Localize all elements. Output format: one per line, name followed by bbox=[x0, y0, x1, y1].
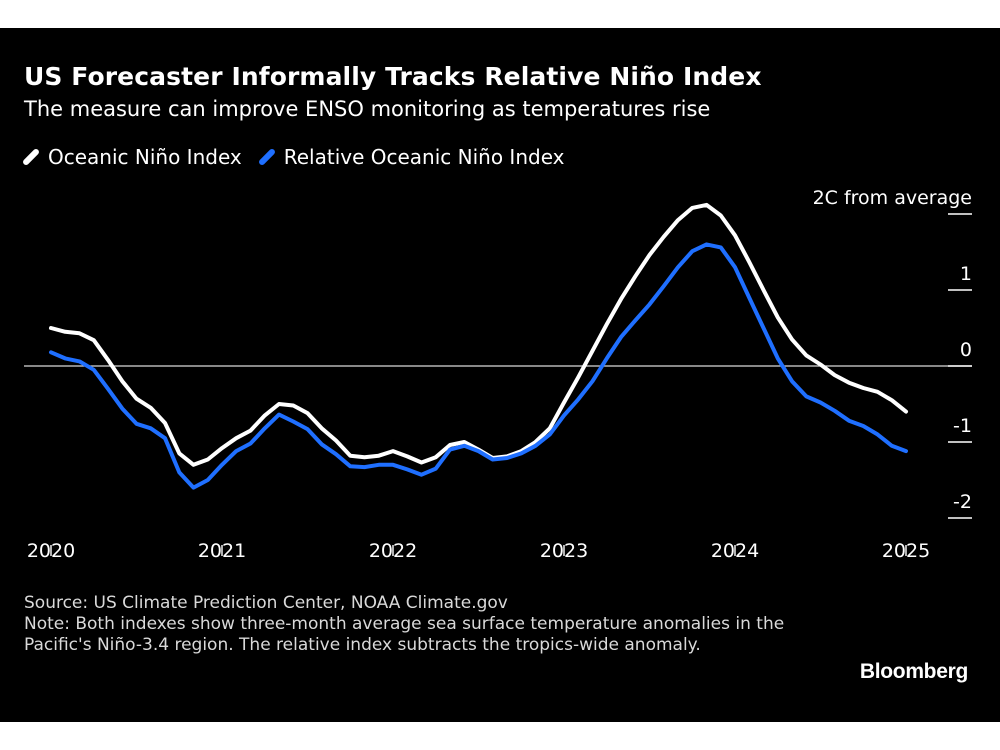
series-line-oni bbox=[49, 202, 908, 467]
source-note: Source: US Climate Prediction Center, NO… bbox=[24, 593, 508, 613]
y-tick-label: -1 bbox=[953, 415, 972, 437]
y-tick-label: 1 bbox=[960, 263, 972, 285]
y-tick-label: 0 bbox=[960, 339, 972, 361]
chart-subtitle: The measure can improve ENSO monitoring … bbox=[24, 97, 711, 121]
x-tick-label: 2023 bbox=[540, 540, 588, 562]
y-tick-label: 2C from average bbox=[813, 187, 972, 209]
y-tick-label: -2 bbox=[953, 491, 972, 513]
legend-label-relative-oni: Relative Oceanic Niño Index bbox=[283, 145, 565, 169]
footer: Source: US Climate Prediction Center, NO… bbox=[24, 593, 814, 656]
x-tick-label: 2021 bbox=[198, 540, 246, 562]
x-tick-label: 2025 bbox=[882, 540, 930, 562]
chart-title: US Forecaster Informally Tracks Relative… bbox=[24, 62, 762, 91]
legend-item-relative-oni: Relative Oceanic Niño Index bbox=[257, 145, 565, 169]
bloomberg-logo: Bloomberg bbox=[859, 660, 968, 683]
methodology-note: Note: Both indexes show three-month aver… bbox=[24, 614, 785, 655]
line-chart: 2C from average 1 0 -1 -2 2020 2021 2022 2023 202… bbox=[24, 187, 972, 562]
x-tick-label: 2022 bbox=[369, 540, 417, 562]
x-tick-label: 2020 bbox=[27, 540, 75, 562]
legend: Oceanic Niño Index Relative Oceanic Niño… bbox=[21, 144, 582, 170]
legend-label-oni: Oceanic Niño Index bbox=[48, 145, 242, 169]
series-layer bbox=[49, 202, 908, 490]
x-tick-label: 2024 bbox=[711, 540, 759, 562]
chart-card: US Forecaster Informally Tracks Relative… bbox=[0, 28, 1000, 722]
series-line-relative-oni bbox=[49, 242, 908, 490]
legend-item-oni: Oceanic Niño Index bbox=[21, 145, 242, 169]
axis-layer: 2C from average 1 0 -1 -2 2020 2021 2022 2023 202… bbox=[24, 187, 972, 562]
